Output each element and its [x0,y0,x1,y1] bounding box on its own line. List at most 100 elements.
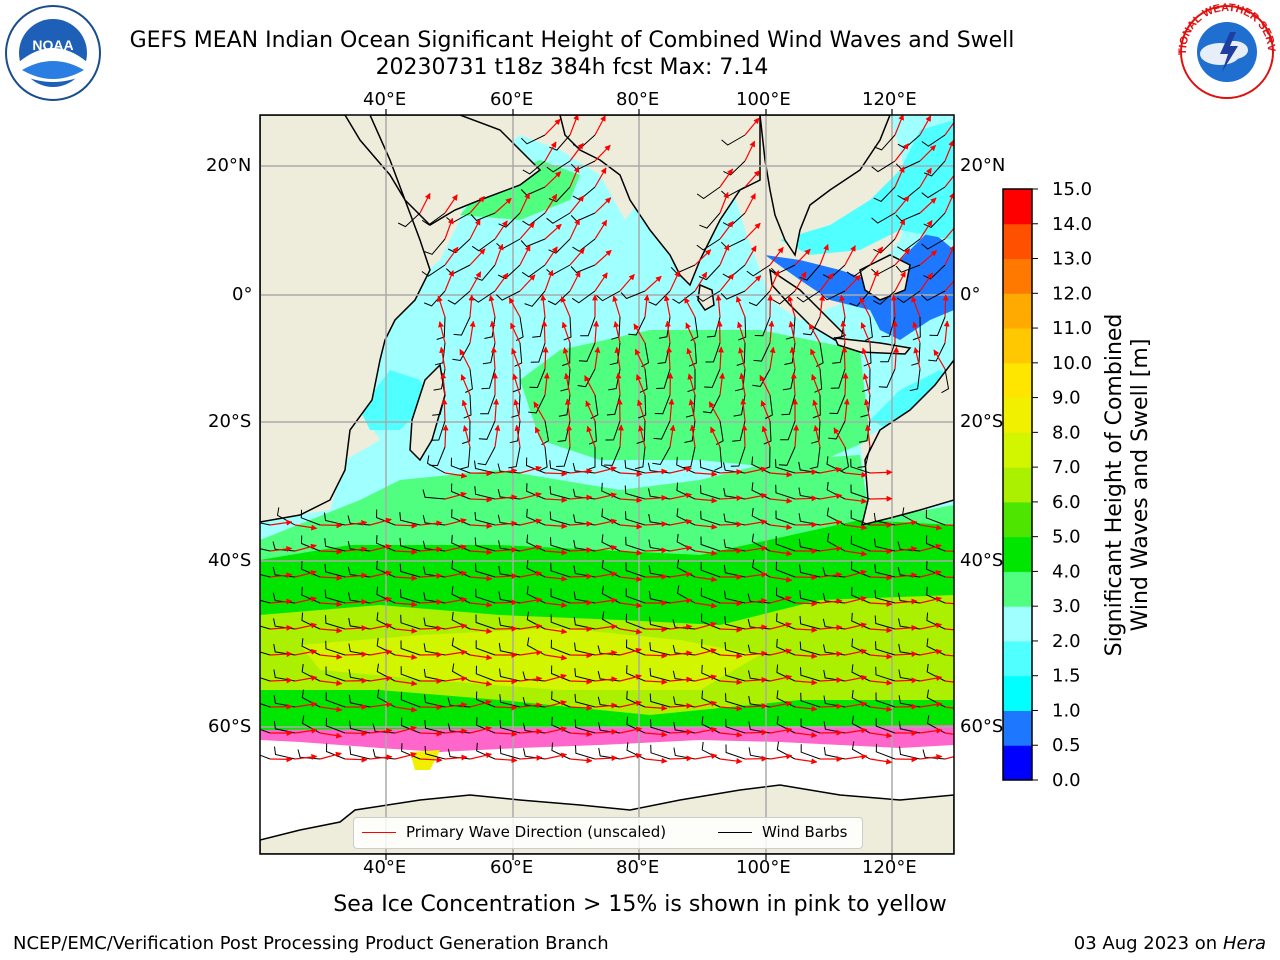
wave-direction-arrow [512,373,521,396]
wave-direction-arrow [594,197,612,214]
bottom-tick-80e: 80°E [616,857,660,878]
wave-direction-arrow [694,471,718,478]
wave-direction-arrow [468,294,475,318]
colorbar-tick-label: 2.0 [1052,631,1081,652]
wave-direction-arrow [644,705,668,712]
wave-direction-arrow [744,650,768,657]
colorbar-tick-label: 4.0 [1052,561,1081,582]
wave-direction-arrow [344,651,368,658]
wave-direction-arrow [534,426,546,448]
wind-barb [699,212,721,229]
wave-direction-arrow [739,372,746,396]
nws-logo-icon: NATIONAL WEATHER SERVICE [1176,2,1277,99]
wind-barb [857,446,871,468]
wave-direction-arrow [744,571,768,578]
wave-direction-arrow [594,466,617,474]
wave-direction-arrow [613,321,621,344]
wave-direction-arrow [819,650,843,657]
wave-direction-arrow [494,494,518,501]
wave-direction-arrow [819,493,843,500]
wave-direction-arrow [569,757,593,764]
wave-direction-arrow [294,596,317,604]
wave-direction-arrow [269,598,293,605]
wave-direction-arrow [913,347,921,370]
wave-direction-arrow [644,678,668,685]
wave-direction-arrow [544,523,568,530]
wind-barb [260,703,271,708]
wave-direction-arrow [919,701,943,708]
wave-direction-arrow [844,274,861,292]
wave-direction-arrow [369,517,392,526]
wave-direction-arrow [519,492,542,500]
wave-direction-arrow [759,374,771,396]
wave-direction-arrow [543,372,550,396]
wave-direction-arrow [469,752,492,760]
wind-barb [875,692,896,708]
wave-direction-arrow [894,519,918,526]
colorbar-segment [1003,189,1032,225]
wave-direction-arrow [694,576,718,583]
colorbar-title: Significant Height of Combined Wind Wave… [1098,290,1158,680]
wave-direction-arrow [769,246,784,266]
wave-direction-arrow [419,625,443,632]
wave-direction-arrow [444,570,468,578]
madagascar-coast-cyan [360,370,430,430]
top-tick-100e: 100°E [736,89,791,110]
wave-direction-arrow [794,469,818,476]
wind-barb [260,677,271,682]
wave-direction-arrow [694,700,718,708]
sea-ice-note: Sea Ice Concentration > 15% is shown in … [333,892,947,917]
wave-direction-arrow [569,494,593,501]
wave-direction-arrow [911,295,921,318]
wave-direction-arrow [544,223,562,240]
wind-barb [426,455,446,474]
wave-direction-arrow [494,599,518,606]
wave-direction-arrow [294,753,318,760]
colorbar-segment [1003,223,1032,260]
wave-direction-arrow [444,472,468,479]
wind-barb [471,238,496,252]
wave-direction-arrow [844,596,867,604]
wind-barb [400,614,421,630]
wave-direction-arrow [584,375,596,396]
wave-direction-arrow [269,651,293,658]
wind-barb [477,446,496,466]
wave-direction-arrow [819,571,843,578]
wave-direction-arrow [519,597,543,604]
wave-direction-arrow [544,141,557,162]
wave-direction-arrow [294,543,317,552]
wave-direction-arrow [912,321,921,344]
wind-barb [775,561,796,578]
wave-direction-arrow [694,497,718,504]
wave-direction-arrow [444,491,467,500]
arabia-land [369,115,542,226]
madagascar-land [409,363,446,462]
wave-direction-arrow [744,597,768,604]
wind-barb [580,316,596,337]
wave-direction-arrow [638,425,646,448]
wave-direction-arrow [619,497,643,504]
wind-barb [875,666,896,682]
wave-direction-arrow [894,143,909,162]
wave-direction-arrow [319,653,343,660]
wind-barb [800,692,821,708]
wind-barb [556,446,571,467]
wave-direction-arrow [694,602,718,609]
wave-direction-arrow [788,320,796,344]
wave-direction-arrow [719,758,743,765]
wave-direction-arrow [719,679,743,686]
wave-direction-arrow [669,729,693,736]
wave-direction-arrow [444,728,468,735]
wind-barb [475,563,496,578]
wave-direction-arrow [319,706,343,713]
wave-direction-arrow [790,372,797,396]
wave-direction-arrow [513,399,521,422]
wave-direction-arrow [494,272,509,292]
wave-direction-arrow [694,621,717,630]
wave-direction-arrow [669,466,692,474]
wave-direction-arrow [869,574,893,581]
wave-direction-arrow [769,674,793,682]
maritime-cyan [780,120,954,255]
wave-direction-arrow [686,347,696,370]
wave-direction-arrow [394,522,418,529]
